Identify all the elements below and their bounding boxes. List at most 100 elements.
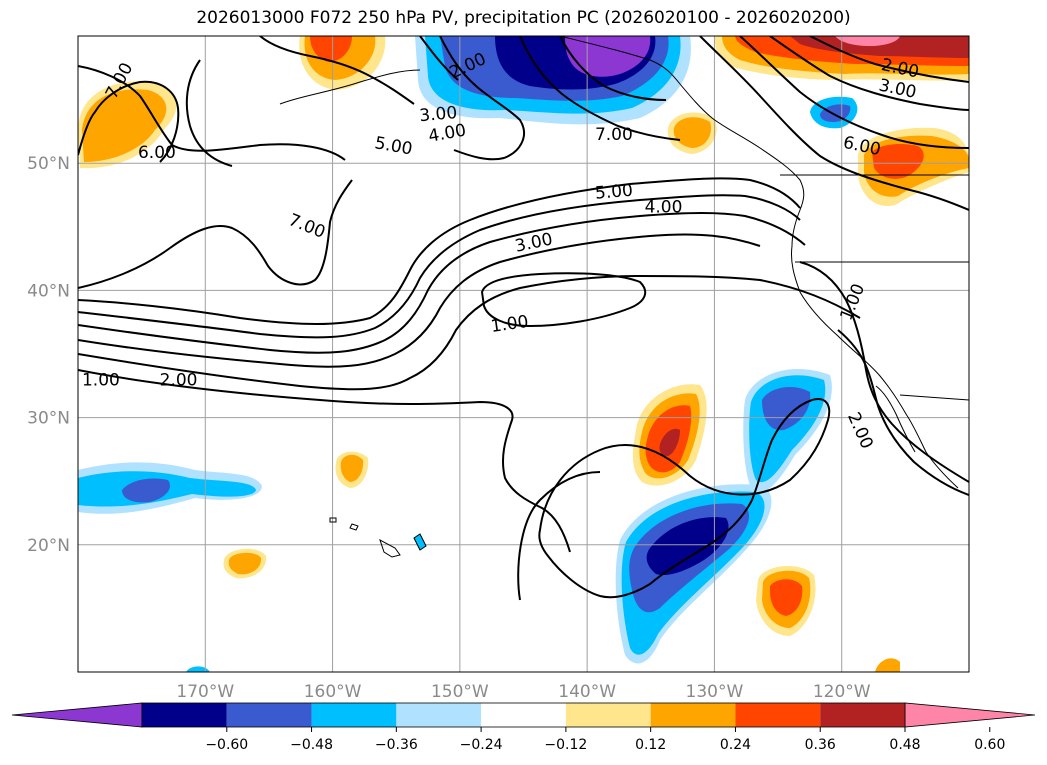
lon-tick-label: 120°W xyxy=(813,682,871,702)
colorbar-tick-label: 0.12 xyxy=(635,737,666,753)
colorbar-segment xyxy=(396,703,482,727)
lat-tick-label: 30°N xyxy=(27,409,70,429)
contour-4-gulf xyxy=(439,36,525,161)
colorbar-tick-label: 0.36 xyxy=(805,737,836,753)
latitude-labels: 50°N 40°N 30°N 20°N xyxy=(27,154,70,556)
contour-1-jet xyxy=(78,274,861,391)
coast-aleutians xyxy=(279,69,421,105)
contour-2-jet xyxy=(78,233,761,368)
contour-3-gulf xyxy=(419,36,459,81)
contour-label: 2.00 xyxy=(843,409,877,452)
contour-label-text: 2.00 xyxy=(160,370,198,390)
lon-tick-label: 130°W xyxy=(686,682,744,702)
contour-label-text: 2.00 xyxy=(843,409,877,452)
colorbar-segment xyxy=(820,703,905,727)
colorbar-segment xyxy=(481,703,566,727)
precip-positive-nw-top xyxy=(299,36,386,90)
colorbar-tick-label: −0.12 xyxy=(544,737,587,753)
colorbar-tick-label: −0.60 xyxy=(205,737,248,753)
border-mexico xyxy=(899,394,969,401)
precip-positive-hawaii-n xyxy=(335,451,369,488)
contour-7-inner xyxy=(78,179,353,289)
colorbar-tick-label: 0.60 xyxy=(974,737,1005,753)
coast-west-america xyxy=(559,36,959,489)
chart-title: 2026013000 F072 250 hPa PV, precipitatio… xyxy=(196,8,851,28)
lat-tick-label: 20°N xyxy=(27,536,70,556)
precip-positive-south-small xyxy=(223,548,267,579)
precip-negative-south xyxy=(615,484,772,664)
hawaii-small-isle xyxy=(413,533,427,551)
contour-7-gulf xyxy=(519,36,681,141)
precip-negative-west-pacific xyxy=(78,462,262,514)
precip-negative-baja xyxy=(743,369,832,493)
lat-tick-label: 50°N xyxy=(27,154,70,174)
contour-1-south-closed xyxy=(538,398,831,599)
precip-positive-mexico xyxy=(756,565,816,636)
contour-label-text: 4.00 xyxy=(645,197,683,217)
pv-contours xyxy=(78,36,969,601)
colorbar-extend-low xyxy=(11,702,143,728)
lon-tick-label: 170°W xyxy=(176,682,234,702)
lon-tick-label: 150°W xyxy=(431,682,489,702)
contour-label: 5.00 xyxy=(373,133,414,159)
contour-3-east xyxy=(739,36,969,149)
contour-label-text: 6.00 xyxy=(138,143,176,163)
contour-label-text: 5.00 xyxy=(594,181,633,204)
colorbar-segment xyxy=(650,703,736,727)
lon-tick-label: 160°W xyxy=(304,682,362,702)
contour-7-west xyxy=(78,80,180,163)
contour-label: 2.00 xyxy=(160,370,198,390)
contour-6-west xyxy=(78,65,346,161)
colorbar-frame xyxy=(141,702,906,728)
hawaii-maui xyxy=(349,523,359,531)
colorbar-segment xyxy=(142,703,227,727)
contour-label: 1.00 xyxy=(82,370,120,390)
colorbar-tick-label: −0.36 xyxy=(375,737,418,753)
contour-label-text: 1.00 xyxy=(82,370,120,390)
contour-2-east xyxy=(769,36,969,111)
contour-1-east xyxy=(809,36,969,83)
contour-6-east xyxy=(699,36,969,211)
contour-label-text: 7.00 xyxy=(595,125,633,145)
colorbar-extend-high xyxy=(904,702,1036,728)
contour-label-text: 1.00 xyxy=(490,312,530,337)
contour-label-text: 3.00 xyxy=(419,103,458,126)
precip-positive-bc xyxy=(667,112,717,154)
map-frame xyxy=(77,35,970,673)
gridlines xyxy=(78,36,969,672)
colorbar-segment xyxy=(226,703,312,727)
precip-small-bits xyxy=(186,658,900,672)
colorbar-segment xyxy=(565,703,651,727)
contour-1-coastal xyxy=(799,261,969,483)
colorbar-segment xyxy=(735,703,821,727)
precip-positive-ne xyxy=(714,36,969,81)
contour-label: 6.00 xyxy=(138,143,176,163)
colorbar-tick-label: 0.48 xyxy=(889,737,920,753)
hawaii-big-island xyxy=(379,538,401,558)
contour-6-gulf xyxy=(559,36,667,101)
contour-2-loop xyxy=(517,471,601,601)
hawaii-oahu xyxy=(329,517,337,523)
contour-label-text: 7.00 xyxy=(285,210,328,243)
colorbar-tick-label: −0.24 xyxy=(460,737,503,753)
contour-2-gulf xyxy=(259,36,415,105)
contour-label: 7.00 xyxy=(595,125,633,145)
lat-tick-label: 40°N xyxy=(27,281,70,301)
contour-6-inner xyxy=(185,59,233,167)
colorbar-tick-label: −0.48 xyxy=(290,737,333,753)
contour-label: 4.00 xyxy=(645,197,683,217)
colorbar-segment xyxy=(311,703,397,727)
contour-label: 3.00 xyxy=(419,103,458,126)
contour-2-coastal xyxy=(837,329,969,496)
contour-label-text: 5.00 xyxy=(373,133,414,159)
coastlines xyxy=(279,36,969,558)
precip-positive-30n xyxy=(632,384,707,486)
lon-tick-label: 140°W xyxy=(558,682,616,702)
contour-label: 1.00 xyxy=(490,312,530,337)
contour-label: 7.00 xyxy=(285,210,328,243)
colorbar-tick-label: 0.24 xyxy=(720,737,751,753)
contour-5 xyxy=(78,177,801,325)
contour-3 xyxy=(78,212,806,354)
contour-2-south xyxy=(78,369,571,553)
